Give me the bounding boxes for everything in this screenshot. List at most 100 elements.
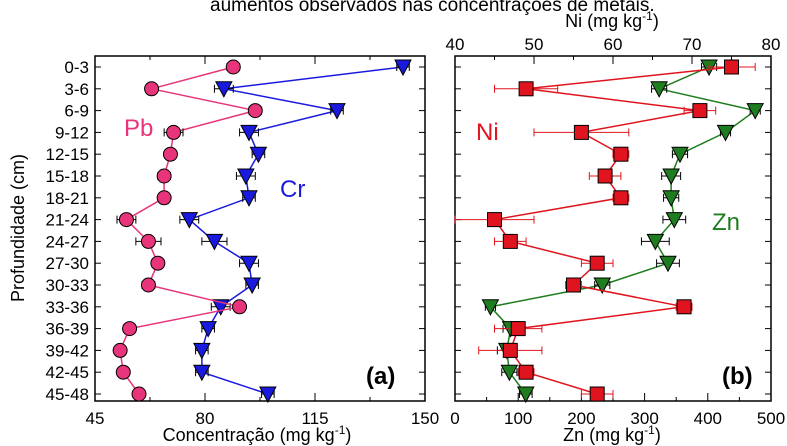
zn-point [593,277,612,295]
cr-point [180,212,199,229]
zn-series-label: Zn [712,209,740,236]
ni-tick-label: 70 [683,35,702,54]
ni-tick-label: 50 [525,35,544,54]
zn-tick-label: 500 [757,409,785,428]
depth-tick-label: 9-12 [55,123,89,142]
cr-point [259,386,277,404]
panel-a-series [112,59,412,404]
pb-point [156,190,172,206]
ni-tick-label: 60 [604,35,623,54]
cr-point [205,233,224,251]
ni-axis-title: Ni (mg kg-1) [565,9,659,31]
cr-point [249,146,268,164]
depth-tick-label: 15-18 [46,167,89,186]
zn-point [650,81,668,98]
pb-point [225,59,241,75]
ni-point [724,59,739,75]
x-tick-label: 80 [196,409,215,428]
pb-series-line [119,66,256,395]
ni-point [692,103,708,119]
zn-series-line [488,66,757,395]
zn-axis-title: Zn (mg kg-1) [563,423,661,445]
ni-point [487,212,502,228]
zn-point [662,190,680,207]
depth-tick-label: 0-3 [64,58,89,77]
depth-tick-label: 21-24 [46,211,89,230]
pb-point [156,168,172,184]
cr-point [193,342,211,360]
zn-point [646,233,665,251]
cr-point [243,277,261,295]
panel-b: 0 100 200 300 400 500 40 50 60 70 80 Zn (mg kg-1)… [446,9,786,445]
ni-point [502,342,518,358]
pb-point [115,364,131,380]
depth-tick-label: 36-39 [46,320,89,339]
depth-tick-label: 6-9 [64,102,89,121]
depth-tick-label: 33-36 [46,298,89,317]
depth-tick-label: 30-33 [46,276,89,295]
cr-point [193,364,211,382]
depth-tick-label: 27-30 [46,254,89,273]
ni-point [589,386,605,402]
cr-series-label: Cr [280,176,305,203]
panel-a: 0-3 3-6 6-9 9-12 12-15 15-18 18-21 21-24 24-27 27… [8,55,440,445]
panel-b-ni-tick-labels: 40 50 60 70 80 [446,35,781,54]
zn-point [500,364,519,382]
ni-point [518,364,534,380]
panel-a-ticks [94,56,426,401]
cr-point [237,168,255,186]
pb-point [140,233,156,249]
depth-tick-label: 18-21 [46,189,89,208]
zn-tick-label: 400 [694,409,722,428]
cr-point [328,103,346,120]
caption-fragment: aumentos observados nas concentrações de… [210,0,655,16]
depth-tick-label: 45-48 [46,385,89,404]
ni-point [566,277,581,293]
ni-series-label: Ni [476,119,499,146]
depth-tick-labels: 0-3 3-6 6-9 9-12 12-15 15-18 18-21 21-24 24-27 27… [46,58,89,404]
ni-point [518,81,534,97]
pb-point [112,342,128,358]
zn-tick-label: 0 [450,409,459,428]
panel-b-series [454,59,765,404]
ni-point [597,168,613,184]
x-tick-label: 115 [301,409,328,428]
cr-point [199,321,217,338]
x-tick-label: 150 [411,409,439,428]
ni-tick-label: 80 [762,35,781,54]
x-tick-label: 45 [86,409,105,428]
ni-tick-label: 40 [446,35,465,54]
depth-tick-label: 3-6 [64,80,89,99]
pb-point [166,124,182,140]
zn-point [716,124,735,142]
cr-series-line [187,66,404,395]
ni-point [589,255,605,271]
ni-point [573,124,589,140]
ni-point [502,233,518,249]
pb-point [150,255,166,271]
cr-point [240,190,258,207]
zn-point [516,386,535,404]
ni-point [613,146,629,162]
pb-series-label: Pb [124,115,153,142]
ni-series-line [493,66,732,395]
panel-b-label: (b) [722,363,753,390]
zn-tick-label: 200 [567,409,595,428]
cr-point [240,255,258,273]
depth-tick-label: 12-15 [46,145,89,164]
zn-tick-label: 100 [504,409,532,428]
ni-point [510,321,526,337]
zn-point [665,212,684,229]
cr-point [394,59,412,77]
depth-tick-label: 39-42 [46,341,89,360]
pb-point [118,212,134,228]
ni-point [676,299,692,315]
zn-point [481,299,500,316]
pb-point [247,103,263,119]
zn-point [746,103,765,120]
cr-point [215,81,233,98]
panel-b-zn-tick-labels: 0 100 200 300 400 500 [450,409,785,428]
panel-a-x-tick-labels: 45 80 115 150 [86,409,440,428]
zn-point [659,255,677,273]
